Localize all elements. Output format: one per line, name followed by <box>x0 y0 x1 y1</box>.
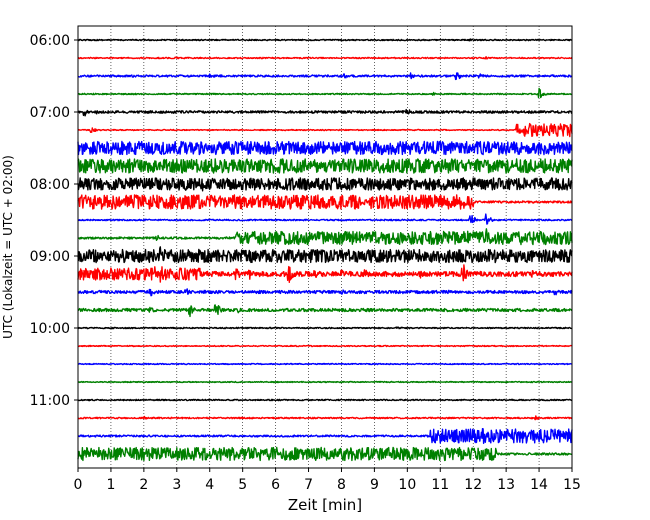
y-tick-label: 06:00 <box>30 33 70 49</box>
x-tick-label: 2 <box>139 477 148 493</box>
trace-0915 <box>77 264 573 283</box>
x-tick-label: 15 <box>563 477 581 493</box>
x-tick-label: 8 <box>337 477 346 493</box>
trace-1015 <box>77 344 573 348</box>
y-tick-label: 09:00 <box>30 249 70 265</box>
trace-0600 <box>77 38 573 42</box>
y-tick-label: 10:00 <box>30 321 70 337</box>
trace-0645 <box>77 87 573 99</box>
x-tick-label: 13 <box>497 477 515 493</box>
trace-0800 <box>77 177 573 192</box>
y-axis-ticks: 06:00 07:00 08:00 09:00 10:00 11:00 <box>30 33 78 409</box>
x-tick-label: 4 <box>205 477 214 493</box>
trace-1100 <box>77 398 573 402</box>
trace-0630 <box>77 72 573 81</box>
trace-0745 <box>77 158 573 174</box>
x-tick-label: 7 <box>304 477 313 493</box>
x-tick-label: 3 <box>172 477 181 493</box>
grid-lines <box>110 26 540 468</box>
x-tick-label: 12 <box>464 477 482 493</box>
trace-0830 <box>77 213 573 225</box>
trace-1130 <box>77 428 573 444</box>
trace-1145 <box>77 446 573 462</box>
x-tick-label: 0 <box>74 477 83 493</box>
y-tick-label: 08:00 <box>30 177 70 193</box>
trace-0700 <box>77 108 573 117</box>
x-tick-label: 14 <box>530 477 548 493</box>
x-tick-label: 11 <box>431 477 449 493</box>
trace-1030 <box>77 362 573 366</box>
x-axis-ticks: 0 1 2 3 4 5 6 7 8 9 10 11 12 13 14 15 <box>74 468 581 493</box>
trace-1045 <box>77 380 573 384</box>
x-tick-label: 10 <box>398 477 416 493</box>
trace-0615 <box>77 56 573 60</box>
x-tick-label: 9 <box>370 477 379 493</box>
trace-0845 <box>77 228 573 246</box>
trace-0900 <box>77 246 573 264</box>
x-tick-label: 6 <box>271 477 280 493</box>
y-axis-label: UTC (Lokalzeit = UTC + 02:00) <box>1 155 15 339</box>
plot-frame <box>77 25 573 469</box>
trace-0730 <box>77 140 573 156</box>
trace-0930 <box>77 288 573 297</box>
trace-1115 <box>77 415 573 421</box>
y-tick-label: 07:00 <box>30 105 70 121</box>
trace-1000 <box>77 326 573 330</box>
x-tick-label: 5 <box>238 477 247 493</box>
y-tick-label: 11:00 <box>30 393 70 409</box>
trace-0715 <box>77 122 573 138</box>
x-tick-label: 1 <box>106 477 115 493</box>
seismogram-traces <box>77 38 573 462</box>
trace-0945 <box>77 304 573 318</box>
trace-0815 <box>77 194 573 210</box>
x-axis-label: Zeit [min] <box>288 496 362 514</box>
